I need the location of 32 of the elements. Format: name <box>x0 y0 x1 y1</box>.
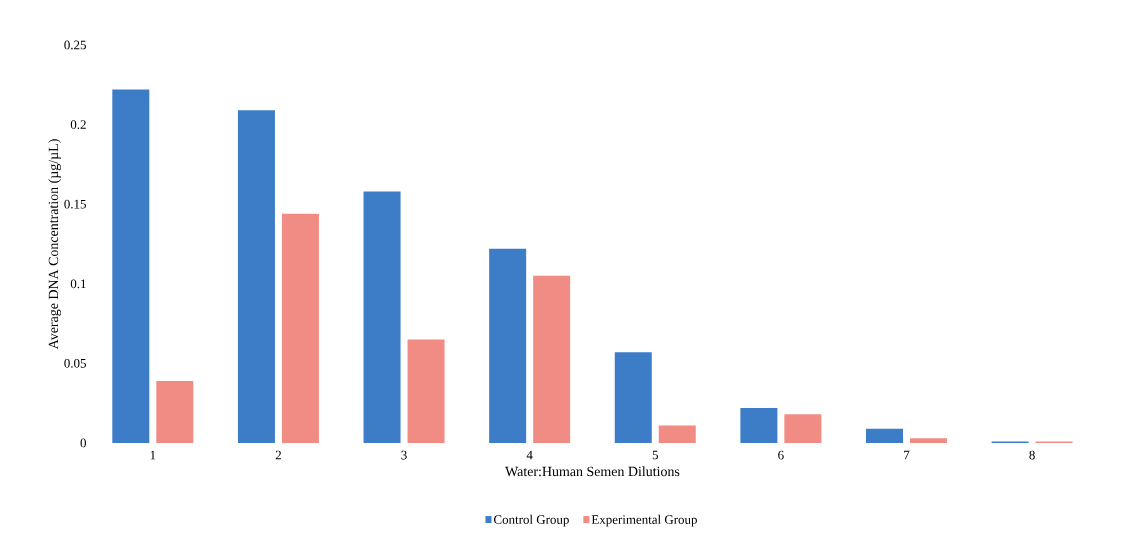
bar <box>533 275 571 443</box>
x-tick-label: 4 <box>526 450 533 460</box>
y-tick-label: 0.05 <box>64 358 86 368</box>
bar <box>740 407 778 443</box>
y-axis-title: Average DNA Concentration (µg/µL) <box>48 139 61 350</box>
bar <box>614 352 652 443</box>
bar <box>658 425 696 443</box>
bar <box>865 428 903 443</box>
y-tick-label: 0.25 <box>64 40 86 50</box>
y-tick-label: 0.1 <box>70 279 86 289</box>
bar <box>281 213 319 443</box>
x-tick-label: 7 <box>904 450 910 460</box>
bar <box>784 414 822 443</box>
y-tick-label: 0.15 <box>64 199 86 209</box>
x-tick-label: 1 <box>150 450 156 460</box>
x-tick-label: 3 <box>401 450 407 460</box>
y-tick-label: 0.2 <box>70 120 86 129</box>
bar <box>909 438 947 443</box>
x-tick-label: 6 <box>778 450 784 460</box>
bar <box>489 248 527 443</box>
x-tick-label: 5 <box>652 450 658 460</box>
bar <box>156 380 194 443</box>
bar <box>407 339 445 443</box>
legend-label: Control Group <box>494 514 569 527</box>
bar <box>112 89 150 443</box>
bar <box>237 110 275 443</box>
x-tick-label: 2 <box>275 450 281 460</box>
legend-label: Experimental Group <box>591 514 697 527</box>
x-axis-title: Water:Human Semen Dilutions <box>505 466 680 477</box>
x-tick-label: 8 <box>1029 450 1035 460</box>
bar <box>363 191 401 443</box>
y-tick-label: 0 <box>80 438 86 448</box>
